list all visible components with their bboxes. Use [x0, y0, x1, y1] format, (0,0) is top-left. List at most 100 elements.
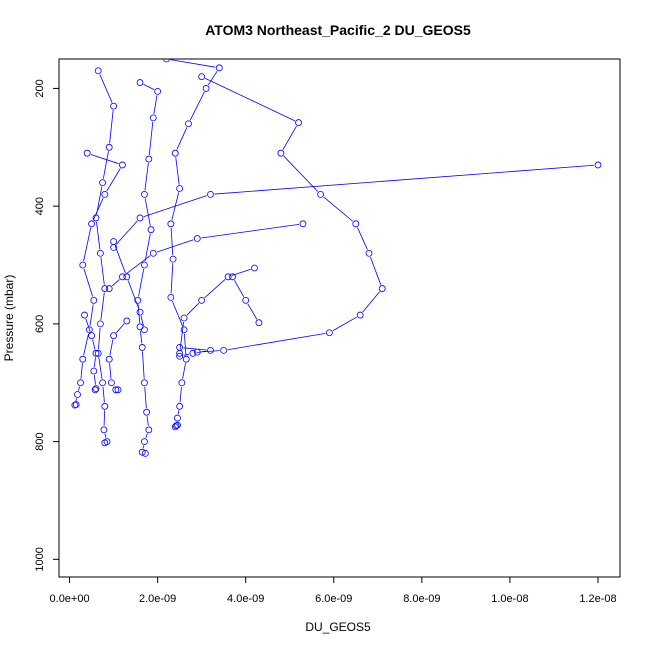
y-axis-label: Pressure (mbar) [2, 275, 16, 362]
series-line-segment [214, 164, 595, 195]
data-point [99, 379, 106, 387]
data-point [110, 102, 117, 110]
data-point [141, 438, 148, 446]
data-point [167, 293, 175, 301]
series-7 [105, 220, 307, 292]
data-point [145, 155, 153, 163]
series-line-segment [143, 195, 207, 218]
series-2 [193, 73, 386, 356]
series-line-segment [102, 151, 109, 179]
data-point [88, 220, 95, 228]
y-tick-label: 600 [34, 315, 46, 333]
series-line-segment [183, 347, 207, 351]
y-tick-label: 1000 [34, 547, 46, 571]
series-line-segment [332, 316, 357, 332]
series-line-segment [138, 268, 145, 297]
data-point [101, 439, 109, 447]
series-line-segment [100, 257, 105, 285]
data-point [174, 421, 181, 429]
data-point [242, 296, 250, 304]
series-line-segment [127, 280, 139, 309]
series-line-segment [171, 300, 183, 327]
data-point [96, 249, 104, 257]
series-line-segment [109, 363, 112, 379]
data-point [185, 120, 192, 128]
data-point [79, 261, 87, 269]
data-point [123, 317, 131, 325]
data-point [81, 311, 88, 319]
series-line-segment [247, 303, 258, 320]
data-point [202, 85, 210, 92]
series-line-segment [103, 410, 106, 426]
series-line-segment [83, 227, 92, 262]
data-point [99, 179, 106, 187]
chart-title: ATOM3 Northeast_Pacific_2 DU_GEOS5 [205, 22, 471, 38]
plot-frame [58, 58, 621, 578]
data-point [92, 385, 100, 393]
series-line-segment [98, 327, 101, 350]
series-line-segment [196, 350, 207, 354]
data-point [167, 220, 175, 228]
series-line-segment [146, 416, 149, 426]
data-point [176, 402, 184, 410]
data-point [171, 423, 179, 431]
series-line-segment [92, 197, 104, 221]
data-point [112, 386, 120, 394]
series-line-segment [140, 330, 143, 344]
series-line-segment [362, 291, 380, 313]
data-point [105, 285, 113, 292]
data-point [176, 352, 184, 360]
data-point [251, 264, 258, 272]
series-1 [163, 59, 223, 431]
series-line-segment [96, 221, 101, 250]
data-point [215, 64, 223, 72]
data-point [101, 402, 109, 410]
data-point [149, 114, 157, 122]
series-line-segment [144, 386, 147, 409]
series-4 [92, 67, 117, 447]
series-line-segment [102, 386, 105, 403]
data-point [149, 249, 157, 257]
data-point [94, 67, 102, 75]
data-point [92, 349, 100, 357]
data-point [178, 379, 186, 387]
data-point [154, 87, 162, 95]
series-line-segment [170, 59, 216, 68]
series-line-segment [175, 157, 180, 185]
x-tick-label: 1.0e-08 [491, 593, 528, 605]
data-point [141, 190, 148, 198]
series-line-segment [207, 70, 218, 86]
series-line-segment [179, 386, 182, 403]
data-point [119, 273, 126, 281]
series-line-segment [201, 223, 300, 239]
series-line-segment [78, 386, 80, 391]
series-line-segment [104, 433, 107, 438]
series-11 [176, 344, 214, 360]
series-line-segment [170, 227, 174, 256]
data-point [198, 73, 206, 81]
series-line-segment [75, 398, 77, 402]
data-point [79, 355, 87, 363]
data-point [119, 161, 126, 169]
series-line-segment [98, 357, 103, 379]
series-line-segment [106, 168, 121, 192]
series-line-segment [182, 363, 186, 379]
data-point [136, 214, 144, 222]
x-tick-label: 2.0e-09 [139, 593, 176, 605]
series-12 [110, 238, 148, 334]
data-point [147, 226, 155, 234]
data-point [100, 426, 108, 434]
series-line-segment [156, 239, 194, 253]
data-point [220, 346, 228, 354]
data-point [180, 326, 188, 334]
series-13 [229, 273, 263, 327]
series-line-segment [357, 227, 368, 250]
data-point [174, 414, 181, 422]
series-line-segment [153, 95, 158, 114]
series-line-segment [170, 263, 174, 294]
series-line-segment [231, 268, 251, 276]
data-point [182, 355, 190, 363]
series-line-segment [148, 121, 154, 156]
data-point [108, 379, 115, 387]
